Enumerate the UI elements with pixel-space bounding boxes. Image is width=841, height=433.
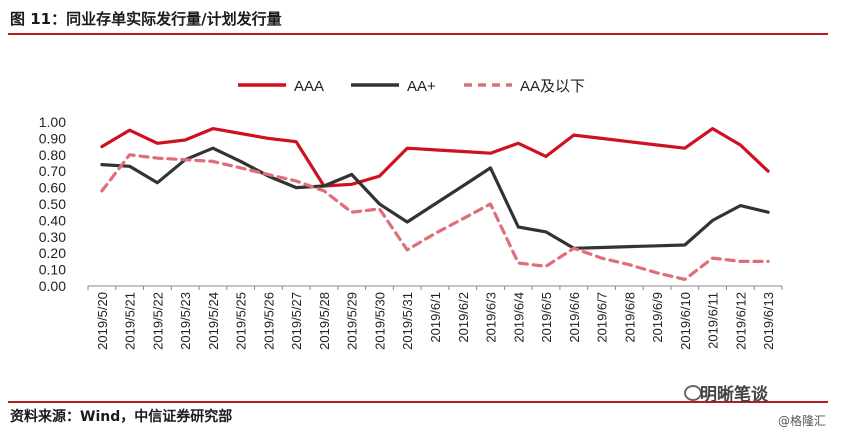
chart-title: 图 11：同业存单实际发行量/计划发行量 <box>10 10 282 28</box>
series-line-1 <box>100 146 770 250</box>
x-tick-label: 2019/5/20 <box>95 292 110 350</box>
legend-label-1: AA+ <box>407 78 436 95</box>
x-tick-label: 2019/5/24 <box>206 292 221 350</box>
y-tick-label: 0.20 <box>39 245 66 261</box>
legend-label-0: AAA <box>294 78 324 95</box>
y-tick-label: 0.00 <box>39 278 66 294</box>
x-tick-label: 2019/6/13 <box>761 292 776 350</box>
x-tick-label: 2019/6/5 <box>539 292 554 343</box>
source-note: 资料来源：Wind，中信证券研究部 <box>10 409 233 425</box>
x-tick-label: 2019/6/9 <box>650 292 665 343</box>
watermark: 明晰笔谈 <box>700 385 768 405</box>
x-tick-label: 2019/6/7 <box>595 292 610 343</box>
x-tick-label: 2019/6/12 <box>733 292 748 350</box>
y-tick-label: 0.50 <box>39 196 66 212</box>
x-tick-label: 2019/5/27 <box>289 292 304 350</box>
x-tick-label: 2019/5/25 <box>234 292 249 350</box>
y-tick-label: 0.30 <box>39 229 66 245</box>
x-tick-label: 2019/5/26 <box>261 292 276 350</box>
y-tick-label: 0.10 <box>39 262 66 278</box>
x-tick-label: 2019/6/8 <box>622 292 637 343</box>
series-line-2 <box>100 153 770 281</box>
x-tick-label: 2019/6/4 <box>511 292 526 343</box>
x-tick-label: 2019/6/10 <box>678 292 693 350</box>
series-line-0 <box>100 127 770 188</box>
x-tick-label: 2019/5/22 <box>150 292 165 350</box>
x-tick-label: 2019/5/30 <box>372 292 387 350</box>
x-tick-label: 2019/6/6 <box>567 292 582 343</box>
x-tick-label: 2019/5/31 <box>400 292 415 350</box>
x-tick-label: 2019/5/23 <box>178 292 193 350</box>
y-tick-label: 0.40 <box>39 212 66 228</box>
watermark-sub: @格隆汇 <box>778 414 827 428</box>
y-tick-label: 0.60 <box>39 180 66 196</box>
x-tick-label: 2019/6/11 <box>706 292 721 349</box>
x-tick-label: 2019/5/28 <box>317 292 332 350</box>
line-chart: 0.000.100.200.300.400.500.600.700.800.90… <box>39 78 783 350</box>
wechat-icon <box>684 385 702 401</box>
x-tick-label: 2019/6/1 <box>428 292 443 343</box>
x-tick-label: 2019/6/2 <box>456 292 471 343</box>
x-tick-label: 2019/5/21 <box>123 292 138 350</box>
top-divider <box>8 33 828 35</box>
legend-label-2: AA及以下 <box>520 78 585 95</box>
x-tick-label: 2019/5/29 <box>345 292 360 350</box>
y-tick-label: 1.00 <box>39 114 66 130</box>
y-tick-label: 0.70 <box>39 163 66 179</box>
y-tick-label: 0.80 <box>39 147 66 163</box>
y-tick-label: 0.90 <box>39 130 66 146</box>
bottom-divider <box>8 401 828 403</box>
x-tick-label: 2019/6/3 <box>484 292 499 343</box>
